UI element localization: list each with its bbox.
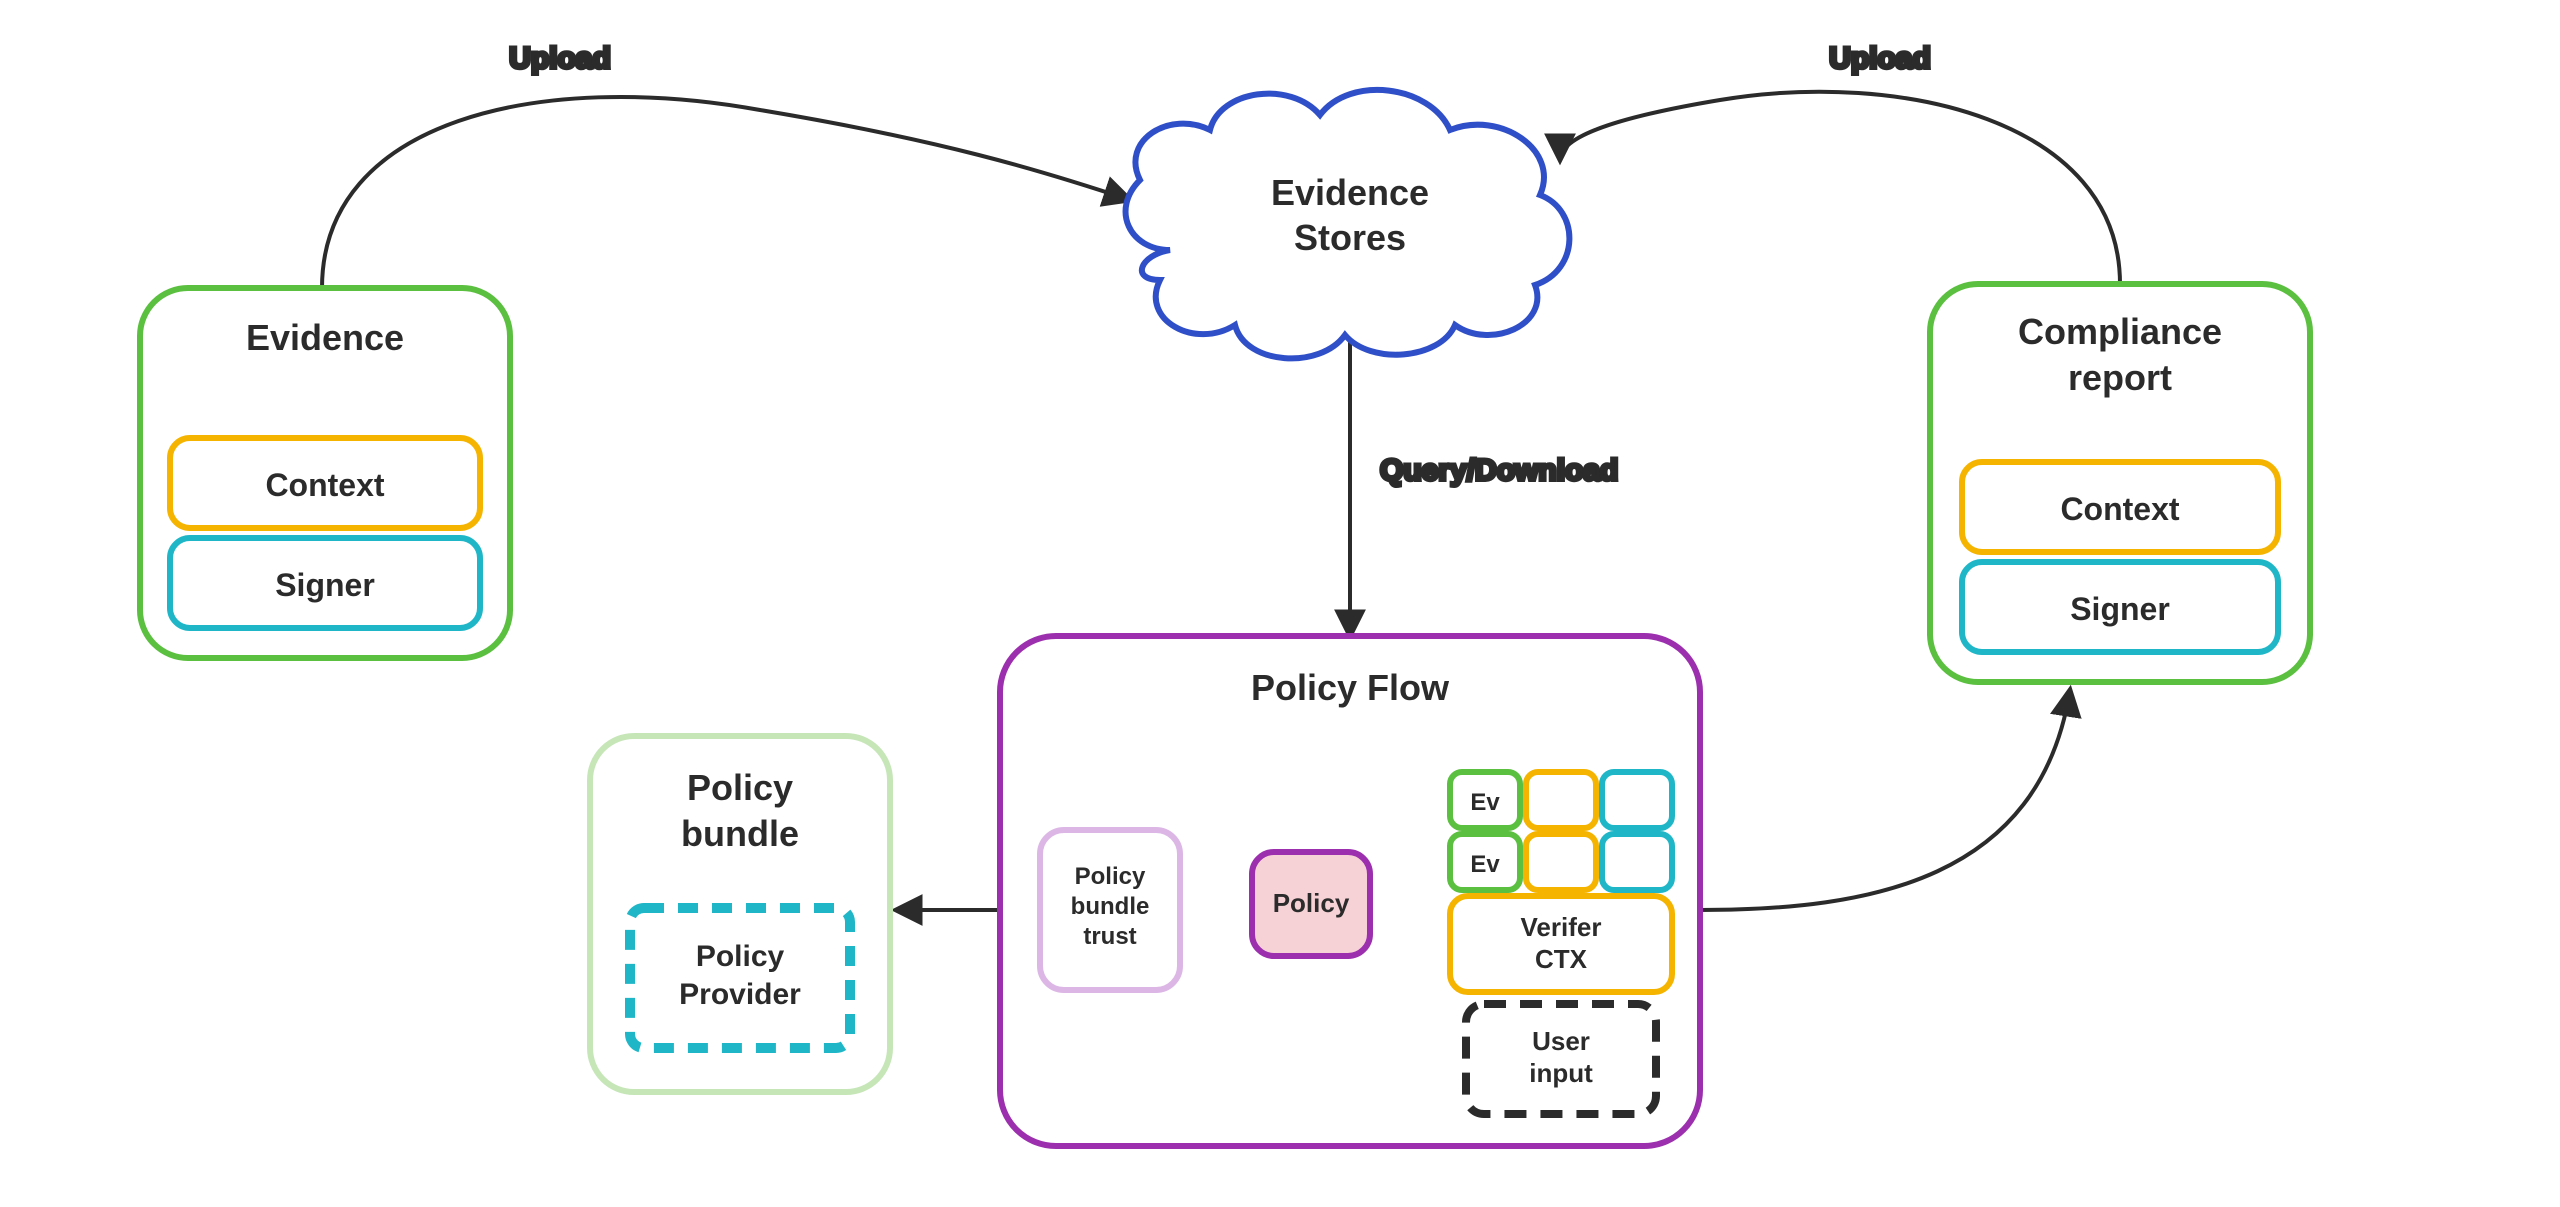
verifier-ctx-l1: Verifer [1521, 912, 1602, 942]
user-input-l2: input [1529, 1058, 1593, 1088]
bundle-trust-l3: trust [1083, 923, 1136, 950]
evidence-context-label: Context [265, 467, 384, 503]
policy-bundle-title-1: Policy [687, 767, 793, 808]
cloud-title-line1: Evidence [1271, 172, 1429, 213]
edge-label-evidence-upload: Upload [509, 42, 611, 75]
node-policy-bundle: Policy bundle Policy Provider [590, 736, 890, 1092]
policy-provider-label-2: Provider [679, 978, 801, 1011]
evidence-signer-label: Signer [275, 567, 375, 603]
ev-cell-0-1 [1526, 772, 1596, 828]
ev-cell-1-0-label: Ev [1470, 851, 1500, 878]
compliance-title-2: report [2068, 357, 2172, 398]
node-evidence: Evidence Context Signer [140, 288, 510, 658]
edge-evidence-upload [322, 97, 1130, 288]
compliance-signer-label: Signer [2070, 591, 2170, 627]
ev-cell-0-2 [1602, 772, 1672, 828]
compliance-context-label: Context [2060, 491, 2179, 527]
diagram-canvas: Upload Upload Query/Download Evidence St… [0, 0, 2560, 1207]
cloud-title-line2: Stores [1294, 217, 1406, 258]
ev-cell-1-1 [1526, 834, 1596, 890]
ev-cell-0-0-label: Ev [1470, 789, 1500, 816]
compliance-title-1: Compliance [2018, 311, 2222, 352]
node-evidence-stores: Evidence Stores [1126, 90, 1570, 358]
edge-flow-to-compliance [1700, 690, 2070, 910]
edge-label-compliance-upload: Upload [1829, 42, 1931, 75]
policy-label: Policy [1273, 888, 1350, 918]
policy-flow-title: Policy Flow [1251, 667, 1450, 708]
edge-compliance-upload [1560, 92, 2120, 284]
policy-provider-label-1: Policy [696, 940, 785, 973]
edge-label-query-download: Query/Download [1380, 454, 1618, 487]
ev-grid: Ev Ev [1450, 772, 1672, 890]
verifier-ctx-l2: CTX [1535, 944, 1588, 974]
node-policy-flow: Policy Flow Policy bundle trust Policy E… [1000, 636, 1700, 1146]
bundle-trust-l1: Policy [1075, 863, 1146, 890]
evidence-title: Evidence [246, 317, 404, 358]
bundle-trust-l2: bundle [1071, 893, 1150, 920]
node-compliance-report: Compliance report Context Signer [1930, 284, 2310, 682]
policy-bundle-title-2: bundle [681, 813, 799, 854]
user-input-l1: User [1532, 1026, 1590, 1056]
ev-cell-1-2 [1602, 834, 1672, 890]
